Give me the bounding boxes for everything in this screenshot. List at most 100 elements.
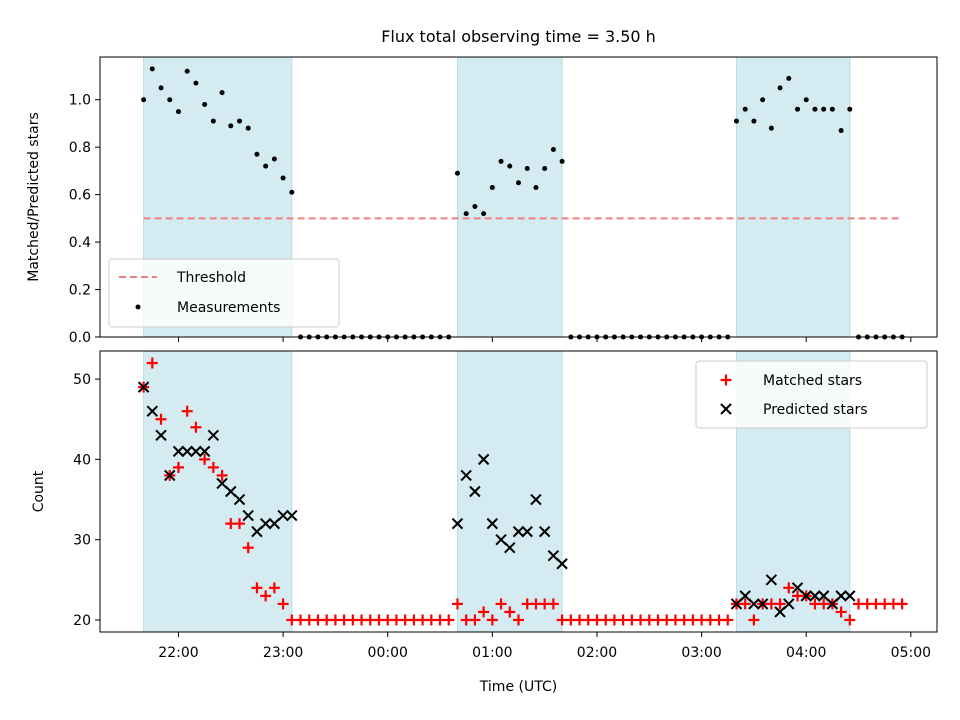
predicted-star-point <box>268 517 281 530</box>
measurement-point <box>507 163 513 169</box>
predicted-star-point <box>242 509 254 522</box>
shaded-interval-1 <box>456 350 563 633</box>
measurement-point <box>219 90 225 96</box>
matched-star-point <box>216 469 228 481</box>
measurement-point <box>489 185 495 191</box>
top-legend-box <box>108 258 340 328</box>
top-panel: 0.0 0.2 0.4 0.6 0.8 1.0 Flux total observing … <box>26 27 938 346</box>
bottom-y-tick-label-2: 40 <box>73 452 91 468</box>
measurement-point <box>516 180 521 186</box>
measurement-point <box>289 189 295 195</box>
legend-measurements-label: Measurements <box>177 300 280 316</box>
predicted-star-point <box>748 598 760 610</box>
x-tick-label-0: 22:00 <box>158 645 198 661</box>
top-y-axis-ticks: 0.0 0.2 0.4 0.6 0.8 1.0 <box>69 93 100 346</box>
measurement-point <box>533 185 539 191</box>
matched-star-point <box>748 614 760 626</box>
measurement-point <box>245 125 251 131</box>
legend-predicted-swatch <box>720 403 732 415</box>
bottom-legend: Matched stars Predicted stars <box>695 360 928 429</box>
legend-threshold-label: Threshold <box>176 270 246 286</box>
predicted-star-point <box>756 598 769 610</box>
legend-matched-swatch <box>720 374 732 386</box>
measurement-point <box>193 80 199 86</box>
top-plot-frame <box>99 56 938 338</box>
top-y-tick-label-3: 0.6 <box>69 188 91 204</box>
predicted-star-point <box>495 533 507 546</box>
x-tick-label-5: 03:00 <box>681 645 721 661</box>
legend-matched-label: Matched stars <box>763 373 862 389</box>
x-tick-label-2: 00:00 <box>368 645 408 661</box>
measurement-point <box>751 118 757 124</box>
predicted-star-point <box>774 606 786 618</box>
legend-predicted-marker <box>720 403 732 415</box>
matched-star-point <box>251 582 263 594</box>
predicted-star-point <box>451 517 464 530</box>
predicted-star-point <box>809 590 821 602</box>
measurement-point <box>202 101 208 107</box>
measurement-point <box>812 106 818 112</box>
predicted-star-point <box>739 590 751 602</box>
top-y-axis-label: Matched/Predicted stars <box>26 112 42 282</box>
measurement-point <box>158 85 164 91</box>
measurement-point <box>175 109 181 115</box>
measurement-point <box>777 85 783 91</box>
predicted-star-point <box>477 453 490 466</box>
matched-star-point <box>722 614 734 626</box>
predicted-star-point <box>504 541 516 554</box>
matched-star-point <box>844 614 856 626</box>
matched-star-point <box>207 461 219 473</box>
matched-star-point <box>495 598 507 610</box>
bottom-panel: 20 30 40 50 22:00 23:00 00:00 01:00 02:00 03:00 0… <box>31 350 938 695</box>
measurement-point <box>733 118 739 124</box>
shaded-interval-1 <box>456 56 563 338</box>
measurement-point <box>829 106 835 112</box>
predicted-star-point <box>512 525 525 538</box>
measurement-point <box>263 163 269 169</box>
measurement-point <box>454 170 460 176</box>
predicted-star-point <box>137 381 150 393</box>
measurement-point <box>280 175 286 181</box>
matched-star-point <box>234 518 245 530</box>
matched-star-point <box>783 582 795 594</box>
predicted-star-point <box>521 525 533 538</box>
measurement-point <box>149 66 155 72</box>
measurement-point <box>228 123 234 129</box>
predicted-star-point <box>765 574 778 586</box>
shaded-interval-2 <box>735 56 851 338</box>
matched-star-point <box>443 614 455 626</box>
predicted-star-point <box>835 590 847 602</box>
bottom-y-axis-label: Count <box>31 470 47 512</box>
bottom-x-axis-ticks: 22:00 23:00 00:00 01:00 02:00 03:00 04:00 05:00 <box>158 632 931 661</box>
bottom-count-points <box>137 357 908 626</box>
predicted-star-point <box>844 590 856 602</box>
matched-star-point <box>155 413 167 425</box>
measurement-point <box>838 128 844 134</box>
x-tick-label-6: 04:00 <box>786 645 826 661</box>
bottom-y-tick-label-1: 30 <box>73 533 91 549</box>
legend-predicted-label: Predicted stars <box>763 402 868 418</box>
top-chart-title: Flux total observing time = 3.50 h <box>381 27 656 46</box>
predicted-star-point <box>277 509 289 522</box>
top-y-tick-label-5: 1.0 <box>69 93 91 109</box>
matched-star-point <box>242 542 254 554</box>
top-x-axis-ticks <box>177 337 912 342</box>
matched-star-point <box>478 606 490 618</box>
predicted-star-point <box>251 525 263 538</box>
predicted-star-point <box>486 517 499 530</box>
measurement-point <box>524 166 530 172</box>
predicted-star-point <box>216 477 228 490</box>
measurement-point <box>210 118 216 124</box>
matched-star-point <box>504 606 516 618</box>
predicted-star-point <box>207 429 220 442</box>
predicted-star-point <box>730 598 743 610</box>
measurement-point <box>271 156 277 162</box>
predicted-star-point <box>538 525 551 538</box>
x-tick-label-1: 23:00 <box>263 645 303 661</box>
predicted-star-point <box>190 445 202 458</box>
predicted-star-point <box>826 598 839 610</box>
x-tick-label-3: 01:00 <box>472 645 512 661</box>
matched-star-point <box>172 461 184 473</box>
matched-star-point <box>835 606 847 618</box>
bottom-y-axis-ticks: 20 30 40 50 <box>73 372 100 629</box>
